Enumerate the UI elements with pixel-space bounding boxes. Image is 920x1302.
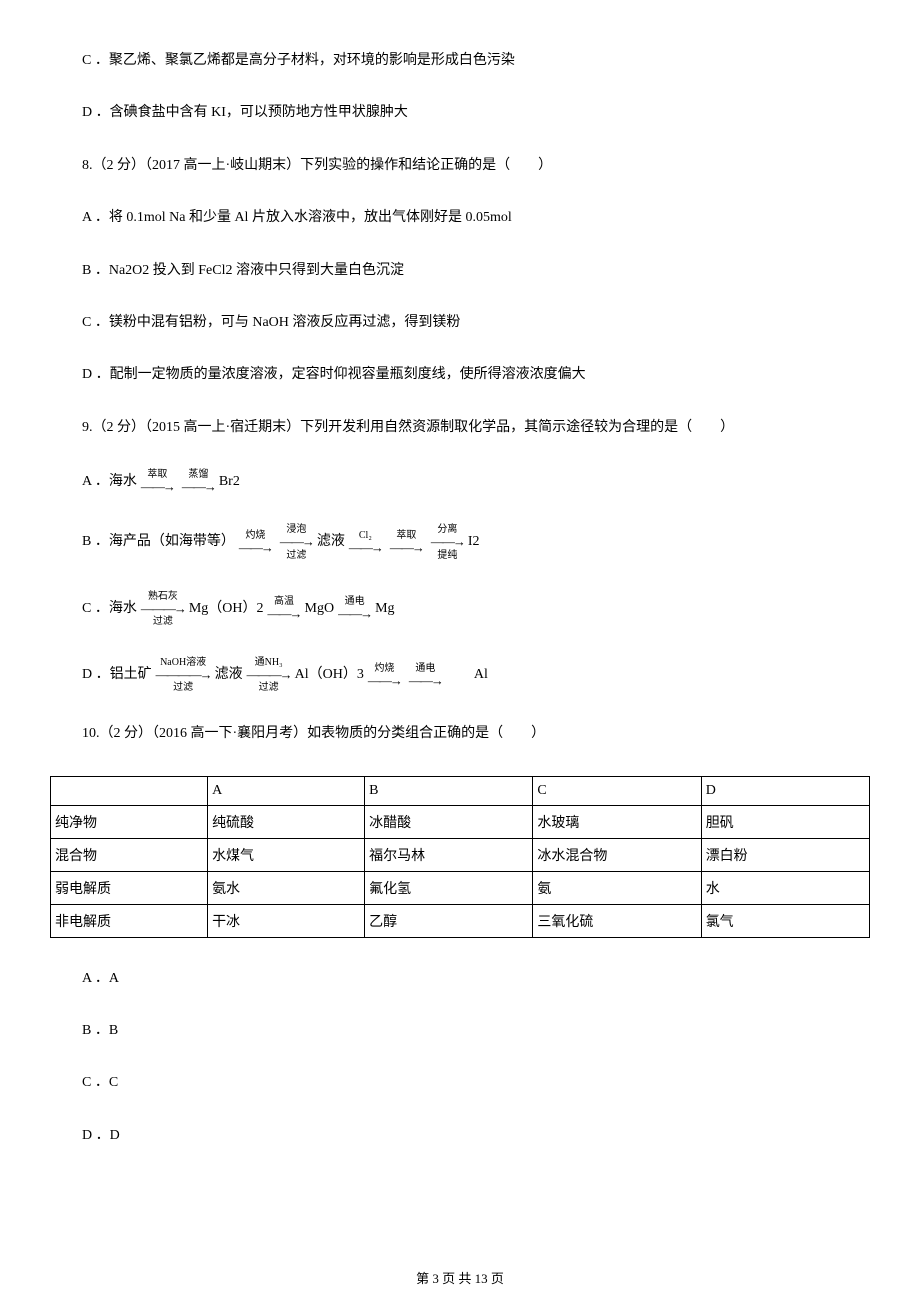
arrow-icon: 通电 ——→ <box>409 663 442 688</box>
table-row: 混合物水煤气福尔马林冰水混合物漂白粉 <box>51 838 870 871</box>
arrow-label: 过滤 <box>173 682 193 693</box>
arrow-icon: 浸泡 ——→ 过滤 <box>280 524 313 560</box>
table-cell: 混合物 <box>51 838 208 871</box>
table-header-cell: D <box>701 776 869 805</box>
arrow-icon: Cl₂ ——→ <box>349 530 382 555</box>
q10-choice-d: D ．D <box>82 1125 870 1147</box>
arrow-icon: 分离 ——→ 提纯 <box>431 524 464 560</box>
arrow-label: 提纯 <box>437 550 457 561</box>
q9b-mid1: 滤液 <box>317 531 345 553</box>
table-cell: 乙醇 <box>365 904 533 937</box>
table-cell: 非电解质 <box>51 904 208 937</box>
table-cell: 干冰 <box>208 904 365 937</box>
q9a-prefix: A ．海水 <box>82 471 137 493</box>
table-cell: 福尔马林 <box>365 838 533 871</box>
q9c-suffix: Mg <box>375 598 394 620</box>
page-footer: 第 3 页 共 13 页 <box>0 1268 920 1287</box>
q8-stem: 8.（2 分）（2017 高一上·岐山期末）下列实验的操作和结论正确的是（ ） <box>82 155 870 177</box>
arrow-icon: 灼烧 ——→ <box>368 663 401 688</box>
q9-choice-d: D ．铝土矿 NaOH溶液 ————→ 过滤 滤液 通NH₃ ———→ 过滤 A… <box>82 657 870 693</box>
arrow-shape: ——→ <box>390 541 423 555</box>
q9-choice-b: B ．海产品（如海带等） 灼烧 ——→ 浸泡 ——→ 过滤 滤液 Cl₂ ——→… <box>82 524 870 560</box>
table-cell: 氟化氢 <box>365 871 533 904</box>
arrow-shape: ——→ <box>349 541 382 555</box>
table-cell: 水玻璃 <box>533 805 701 838</box>
arrow-icon: 萃取 ——→ <box>390 530 423 555</box>
q9c-mid1: Mg（OH）2 <box>189 598 264 620</box>
table-header-cell: C <box>533 776 701 805</box>
arrow-shape: ——→ <box>141 480 174 494</box>
table-cell: 冰水混合物 <box>533 838 701 871</box>
q9a-suffix: Br2 <box>219 471 240 493</box>
q9b-prefix: B ．海产品（如海带等） <box>82 531 235 553</box>
arrow-icon: 高温 ——→ <box>268 596 301 621</box>
table-cell: 漂白粉 <box>701 838 869 871</box>
q9c-prefix: C ．海水 <box>82 598 137 620</box>
q9-stem: 9.（2 分）（2015 高一上·宿迁期末）下列开发利用自然资源制取化学品，其简… <box>82 417 870 439</box>
arrow-shape: ———→ <box>247 668 291 682</box>
table-cell: 氨水 <box>208 871 365 904</box>
arrow-icon: 灼烧 ——→ <box>239 530 272 555</box>
table-cell: 三氧化硫 <box>533 904 701 937</box>
q10-choice-c: C ．C <box>82 1072 870 1094</box>
table-row: 纯净物纯硫酸冰醋酸水玻璃胆矾 <box>51 805 870 838</box>
q9b-suffix: I2 <box>468 531 480 553</box>
q9-choice-c: C ．海水 熟石灰 ———→ 过滤 Mg（OH）2 高温 ——→ MgO 通电 … <box>82 591 870 627</box>
q10-stem: 10.（2 分）（2016 高一下·襄阳月考）如表物质的分类组合正确的是（ ） <box>82 723 870 745</box>
table-cell: 冰醋酸 <box>365 805 533 838</box>
arrow-shape: ————→ <box>156 668 211 682</box>
arrow-shape: ——→ <box>409 674 442 688</box>
q9d-mid1: 滤液 <box>215 664 243 686</box>
arrow-icon: 通电 ——→ <box>338 596 371 621</box>
arrow-label: 灼烧 <box>374 663 394 674</box>
q10-table: ABCD纯净物纯硫酸冰醋酸水玻璃胆矾混合物水煤气福尔马林冰水混合物漂白粉弱电解质… <box>50 776 870 938</box>
q7-choice-d: D ．含碘食盐中含有 KI，可以预防地方性甲状腺肿大 <box>82 102 870 124</box>
q8-choice-c: C ．镁粉中混有铝粉，可与 NaOH 溶液反应再过滤，得到镁粉 <box>82 312 870 334</box>
table-cell: 胆矾 <box>701 805 869 838</box>
arrow-shape: ——→ <box>280 535 313 549</box>
arrow-shape: ——→ <box>368 674 401 688</box>
arrow-icon: NaOH溶液 ————→ 过滤 <box>156 657 211 693</box>
arrow-icon: 通NH₃ ———→ 过滤 <box>247 657 291 693</box>
q9d-prefix: D ．铝土矿 <box>82 664 152 686</box>
arrow-shape: ——→ <box>268 607 301 621</box>
q9d-mid2: Al（OH）3 <box>295 664 364 686</box>
arrow-shape: ———→ <box>141 602 185 616</box>
arrow-icon: 蒸馏 ——→ <box>182 469 215 494</box>
table-cell: 水 <box>701 871 869 904</box>
arrow-label: 过滤 <box>259 682 279 693</box>
q8-choice-d: D ．配制一定物质的量浓度溶液，定容时仰视容量瓶刻度线，使所得溶液浓度偏大 <box>82 364 870 386</box>
arrow-shape: ——→ <box>239 541 272 555</box>
q10-choice-b: B ．B <box>82 1020 870 1042</box>
table-cell: 水煤气 <box>208 838 365 871</box>
q9d-suffix: Al <box>446 664 488 686</box>
table-row: 非电解质干冰乙醇三氧化硫氯气 <box>51 904 870 937</box>
q8-choice-a: A ．将 0.1mol Na 和少量 Al 片放入水溶液中，放出气体刚好是 0.… <box>82 207 870 229</box>
table-row: 弱电解质氨水氟化氢氨水 <box>51 871 870 904</box>
table-cell: 弱电解质 <box>51 871 208 904</box>
q10-choice-a: A ．A <box>82 968 870 990</box>
table-cell: 纯净物 <box>51 805 208 838</box>
arrow-shape: ——→ <box>431 535 464 549</box>
table-cell: 氨 <box>533 871 701 904</box>
arrow-shape: ——→ <box>182 480 215 494</box>
arrow-label: 过滤 <box>153 616 173 627</box>
table-cell: 氯气 <box>701 904 869 937</box>
table-header-cell: B <box>365 776 533 805</box>
q8-choice-b: B ．Na2O2 投入到 FeCl2 溶液中只得到大量白色沉淀 <box>82 260 870 282</box>
arrow-label: 通电 <box>415 663 435 674</box>
table-header-cell: A <box>208 776 365 805</box>
q7-choice-c: C ．聚乙烯、聚氯乙烯都是高分子材料，对环境的影响是形成白色污染 <box>82 50 870 72</box>
q9-choice-a: A ．海水 萃取 ——→ 蒸馏 ——→ Br2 <box>82 469 870 494</box>
table-cell: 纯硫酸 <box>208 805 365 838</box>
arrow-shape: ——→ <box>338 607 371 621</box>
arrow-icon: 熟石灰 ———→ 过滤 <box>141 591 185 627</box>
arrow-icon: 萃取 ——→ <box>141 469 174 494</box>
q9c-mid2: MgO <box>305 598 335 620</box>
arrow-label: 过滤 <box>286 550 306 561</box>
table-header-cell <box>51 776 208 805</box>
